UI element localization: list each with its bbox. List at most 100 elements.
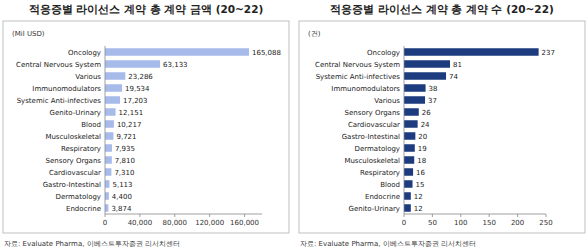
tick-mark (139, 214, 140, 217)
bar (404, 84, 426, 92)
data-label: 12 (414, 193, 423, 201)
bar (404, 204, 411, 212)
data-label: 37 (428, 97, 437, 105)
source: 자료: Evaluate Pharma, 이베스트투자증권 리서치센터 (300, 240, 476, 248)
data-label: 12 (414, 205, 423, 213)
data-label: 19,534 (125, 85, 150, 93)
category-label: Immunomodulators (331, 85, 400, 93)
bar (404, 132, 415, 140)
category-label: Various (75, 73, 101, 81)
data-label: 38 (429, 85, 438, 93)
bar (105, 84, 122, 92)
category-label: Endocrine (66, 205, 101, 213)
x-axis-line (105, 214, 262, 215)
title: 적응증별 라이선스 계약 총 계약 수 (20~22) (330, 3, 554, 15)
data-label: 17,203 (123, 97, 148, 105)
category-label: Respiratory (61, 145, 101, 153)
bar (105, 192, 109, 200)
data-label: 165,088 (252, 49, 281, 57)
category-label: Genito-Urinary (50, 109, 102, 117)
bar (404, 108, 419, 116)
data-label: 4,400 (112, 193, 132, 201)
bar (105, 48, 249, 56)
bar (105, 120, 114, 128)
title: 적응증별 라이선스 계약 총 계약 금액 (20~22) (29, 3, 264, 15)
tick-mark (244, 214, 245, 217)
data-label: 19 (418, 145, 427, 153)
tick-mark (209, 214, 210, 217)
chart: 적응증별 라이선스 계약 총 계약 금액 (20~22)(Mil USD)자료:… (3, 3, 289, 248)
frame (3, 21, 289, 233)
category-label: Musculoskeletal (344, 157, 400, 165)
tick-mark (460, 214, 461, 217)
category-label: Cardiovascular (49, 169, 101, 177)
tick-label: 150 (483, 219, 496, 227)
y-axis-line (105, 46, 106, 214)
category-label: Endocrine (365, 193, 400, 201)
category-label: Blood (380, 181, 400, 189)
tick-mark (546, 214, 547, 217)
bar (404, 120, 418, 128)
data-label: 3,874 (111, 205, 132, 213)
tick-label: 80,000 (163, 219, 188, 227)
category-label: Musculoskeletal (45, 133, 101, 141)
unit-label: (Mil USD) (12, 30, 45, 38)
x-axis-line (404, 214, 546, 215)
unit-label: (건) (308, 30, 321, 38)
bar (404, 96, 425, 104)
category-label: Gastro-Intestinal (43, 181, 101, 189)
frame (299, 21, 585, 233)
tick-label: 50 (428, 219, 437, 227)
bar (404, 48, 539, 56)
data-label: 26 (422, 109, 431, 117)
category-label: Sensory Organs (46, 157, 102, 165)
category-label: Central Nervous System (16, 61, 101, 69)
bar (105, 168, 111, 176)
bar (404, 180, 413, 188)
bar (404, 144, 415, 152)
tick-mark (174, 214, 175, 217)
category-label: Oncology (68, 49, 101, 57)
tick-mark (432, 214, 433, 217)
data-label: 12,151 (119, 109, 144, 117)
data-label: 7,810 (115, 157, 135, 165)
category-label: Dermatology (355, 145, 400, 153)
bar (404, 156, 414, 164)
category-label: Gastro-Intestinal (342, 133, 400, 141)
bar (404, 72, 446, 80)
data-label: 5,113 (112, 181, 132, 189)
data-label: 63,133 (163, 61, 188, 69)
data-label: 18 (417, 157, 426, 165)
data-label: 7,310 (114, 169, 134, 177)
data-label: 23,286 (128, 73, 153, 81)
bars (404, 48, 539, 212)
bar (105, 60, 160, 68)
data-label: 9,721 (116, 133, 136, 141)
tick-label: 120,000 (195, 219, 224, 227)
category-label: Immunomodulators (32, 85, 101, 93)
category-label: Blood (81, 121, 101, 129)
bar (105, 156, 112, 164)
tick-mark (404, 214, 405, 217)
bar (105, 96, 120, 104)
category-label: Various (374, 97, 400, 105)
data-label: 15 (416, 181, 425, 189)
category-label: Dermatology (56, 193, 101, 201)
tick-label: 40,000 (128, 219, 153, 227)
data-label: 24 (421, 121, 430, 129)
tick-label: 100 (454, 219, 467, 227)
data-label: 7,935 (115, 145, 135, 153)
data-label: 10,217 (117, 121, 142, 129)
category-label: Systemic Anti-infectives (17, 97, 102, 105)
data-label: 74 (449, 73, 458, 81)
page: 적응증별 라이선스 계약 총 계약 금액 (20~22) (Mil USD) 자료:… (0, 0, 588, 252)
tick-mark (489, 214, 490, 217)
tick-mark (517, 214, 518, 217)
bar (105, 132, 113, 140)
tick-label: 0 (402, 219, 406, 227)
data-label: 20 (418, 133, 427, 141)
bar (404, 168, 413, 176)
bar (404, 60, 450, 68)
tick-label: 200 (511, 219, 524, 227)
category-label: Genito-Urinary (349, 205, 401, 213)
